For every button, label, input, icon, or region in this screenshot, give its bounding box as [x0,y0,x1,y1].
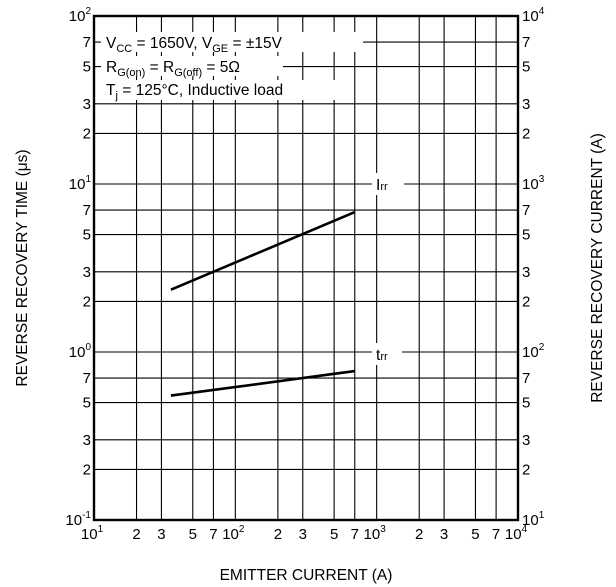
x-tick-label-9: 7 [351,526,359,543]
y-left-tick-label-6: 2 [83,293,91,310]
x-tick-label-11: 2 [415,526,423,543]
y-left-tick-label-15: 102 [69,6,92,25]
conditions-annotation: VCC = 1650V, VGE = ±15V RG(on) = RG(off) … [101,32,363,102]
series-line-trr [170,369,355,397]
series-label-trr: trr [376,347,388,364]
x-tick-label-13: 5 [471,526,479,543]
y-right-tick-label-5: 102 [522,342,545,361]
series-label-Irr: Irr [376,177,388,194]
y-right-tick-label-3: 5 [522,395,530,412]
y-right-tick-label-1: 2 [522,461,530,478]
y-left-tick-label-13: 5 [83,59,91,76]
y-right-tick-label-6: 2 [522,293,530,310]
series-label-bg-1 [372,343,402,365]
y-right-tick-label-9: 7 [522,202,530,219]
y-left-tick-label-3: 5 [83,395,91,412]
series-label-bg-0 [372,173,404,195]
x-tick-label-2: 3 [157,526,165,543]
y-left-tick-label-4: 7 [83,370,91,387]
y-right-tick-label-8: 5 [522,227,530,244]
x-tick-label-14: 7 [492,526,500,543]
y-left-tick-label-7: 3 [83,264,91,281]
y-right-tick-label-4: 7 [522,370,530,387]
condition-line-1: RG(on) = RG(off) = 5Ω [106,59,240,79]
y-left-tick-label-12: 3 [83,96,91,113]
y-right-tick-label-15: 104 [522,6,545,25]
y-axis-title-right: REVERSE RECOVERY CURRENT (A) [589,133,606,403]
y-right-tick-label-10: 103 [522,174,545,193]
y-left-tick-label-0: 10-1 [65,510,91,529]
series-line-Irr [170,210,356,291]
y-right-tick-label-13: 5 [522,59,530,76]
x-tick-label-1: 2 [132,526,140,543]
x-tick-label-7: 3 [299,526,307,543]
condition-bg-2 [101,80,345,100]
x-tick-label-0: 101 [81,524,104,543]
y-left-tick-label-10: 101 [69,174,92,193]
y-right-tick-label-7: 3 [522,264,530,281]
y-left-tick-label-14: 7 [83,34,91,51]
x-tick-label-5: 102 [222,524,245,543]
y-right-tick-label-11: 2 [522,125,530,142]
y-left-tick-label-11: 2 [83,125,91,142]
x-tick-label-8: 5 [330,526,338,543]
y-left-tick-label-5: 100 [69,342,92,361]
y-right-tick-label-0: 101 [522,510,545,529]
y-left-tick-label-9: 7 [83,202,91,219]
y-left-tick-label-1: 2 [83,461,91,478]
y-axis-title-left: REVERSE RECOVERY TIME (μs) [14,149,31,386]
x-axis-title: EMITTER CURRENT (A) [220,567,393,584]
y-right-tick-label-14: 7 [522,34,530,51]
condition-line-0: VCC = 1650V, VGE = ±15V [106,35,283,55]
y-left-tick-label-8: 5 [83,227,91,244]
series-group: Irr trr [170,173,404,397]
x-tick-label-10: 103 [364,524,387,543]
tick-labels: 101 2 3 5 7 102 2 3 5 7 103 2 3 5 7 10410-1235710023571… [65,6,544,543]
condition-line-2: Tj = 125°C, Inductive load [106,82,283,102]
plot-frame [92,14,520,522]
x-tick-label-4: 7 [209,526,217,543]
x-tick-label-12: 3 [440,526,448,543]
x-tick-label-15: 104 [505,524,528,543]
x-tick-label-3: 5 [189,526,197,543]
y-right-tick-label-12: 3 [522,96,530,113]
condition-bg-0 [101,32,363,52]
y-right-tick-label-2: 3 [522,432,530,449]
condition-bg-1 [101,56,283,76]
x-tick-label-6: 2 [274,526,282,543]
y-left-tick-label-2: 3 [83,432,91,449]
